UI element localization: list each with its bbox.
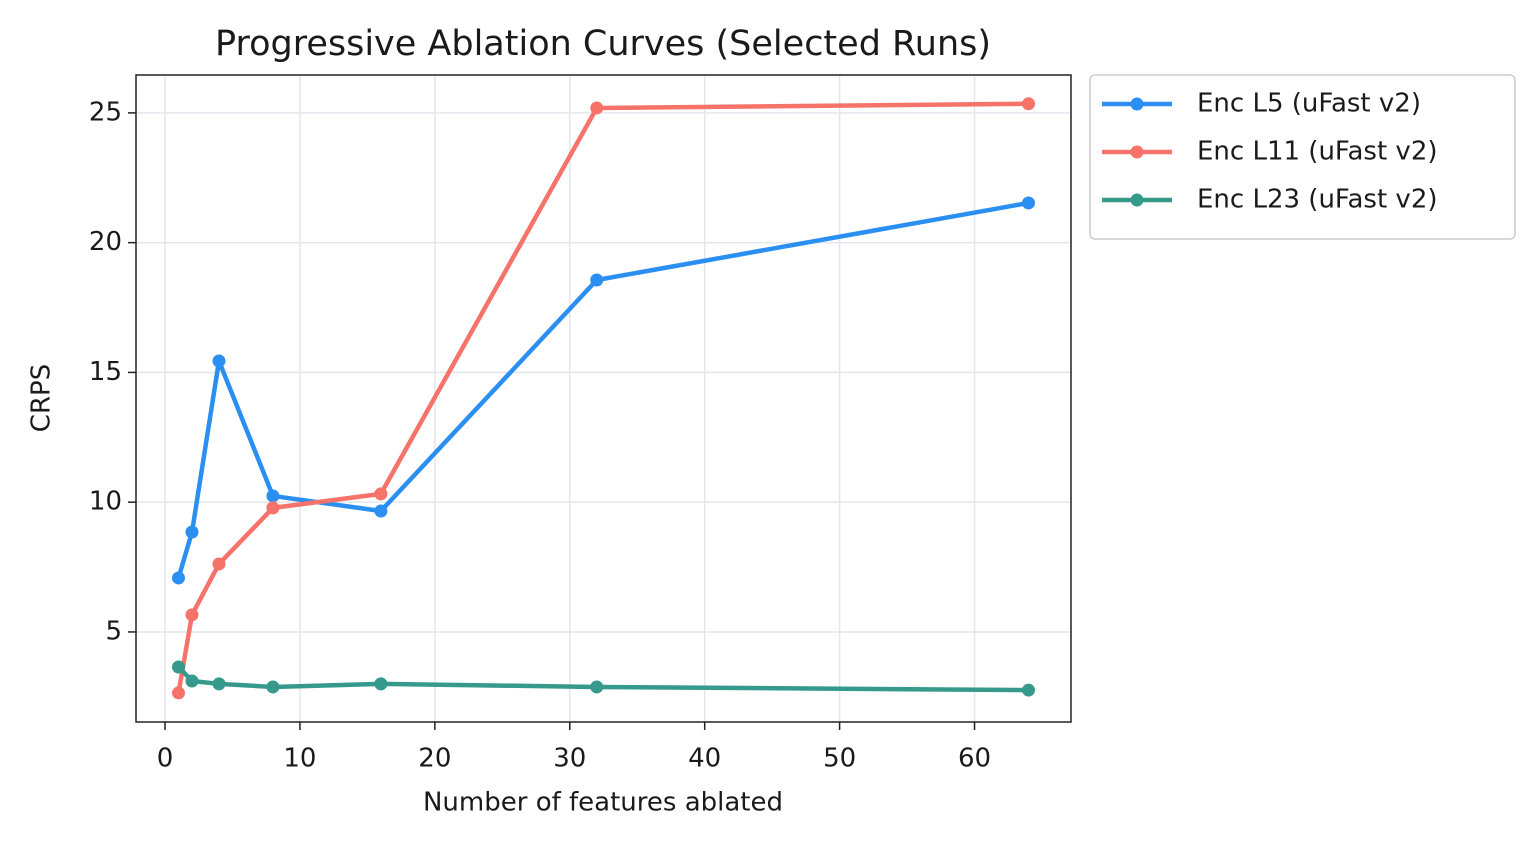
point: [374, 677, 388, 691]
point: [266, 501, 280, 515]
y-tick-label: 5: [105, 616, 122, 646]
point: [266, 680, 280, 694]
x-tick-label: 60: [958, 744, 991, 774]
y-axis-label: CRPS: [27, 364, 57, 432]
point: [185, 525, 199, 539]
y-tick-label: 25: [89, 97, 122, 127]
point: [185, 674, 199, 688]
plot-frame: [135, 74, 1072, 723]
legend-box: [1089, 74, 1516, 240]
x-tick-label: 30: [553, 744, 586, 774]
legend-marker: [1130, 193, 1144, 207]
point: [1022, 97, 1035, 111]
point: [266, 489, 280, 503]
legend-label: Enc L11 (uFast v2): [1197, 137, 1438, 167]
x-tick-label: 0: [157, 744, 174, 774]
y-tick-label: 15: [89, 357, 122, 387]
point: [172, 686, 185, 700]
chart-title: Progressive Ablation Curves (Selected Ru…: [215, 24, 991, 64]
point: [374, 504, 388, 518]
point: [212, 354, 226, 368]
point: [172, 660, 185, 674]
legend-marker: [1130, 97, 1144, 111]
y-tick-label: 10: [89, 487, 122, 517]
line: [176, 101, 1029, 694]
line: [176, 200, 1029, 579]
point: [172, 571, 185, 585]
x-tick-label: 20: [418, 744, 451, 774]
x-tick-label: 50: [823, 744, 856, 774]
y-tick-label: 20: [89, 227, 122, 257]
point: [590, 273, 604, 287]
point: [1022, 683, 1035, 697]
point: [590, 680, 604, 694]
point: [212, 677, 226, 691]
point: [185, 608, 199, 622]
legend-label: Enc L23 (uFast v2): [1197, 185, 1438, 215]
point: [1022, 196, 1035, 210]
point: [374, 487, 388, 501]
point: [590, 101, 604, 115]
legend-marker: [1130, 145, 1144, 159]
x-tick-label: 10: [283, 744, 316, 774]
legend-label: Enc L5 (uFast v2): [1197, 89, 1421, 119]
x-axis-label: Number of features ablated: [423, 788, 783, 818]
line: [176, 665, 1029, 693]
x-tick-label: 40: [688, 744, 721, 774]
point: [212, 557, 226, 571]
